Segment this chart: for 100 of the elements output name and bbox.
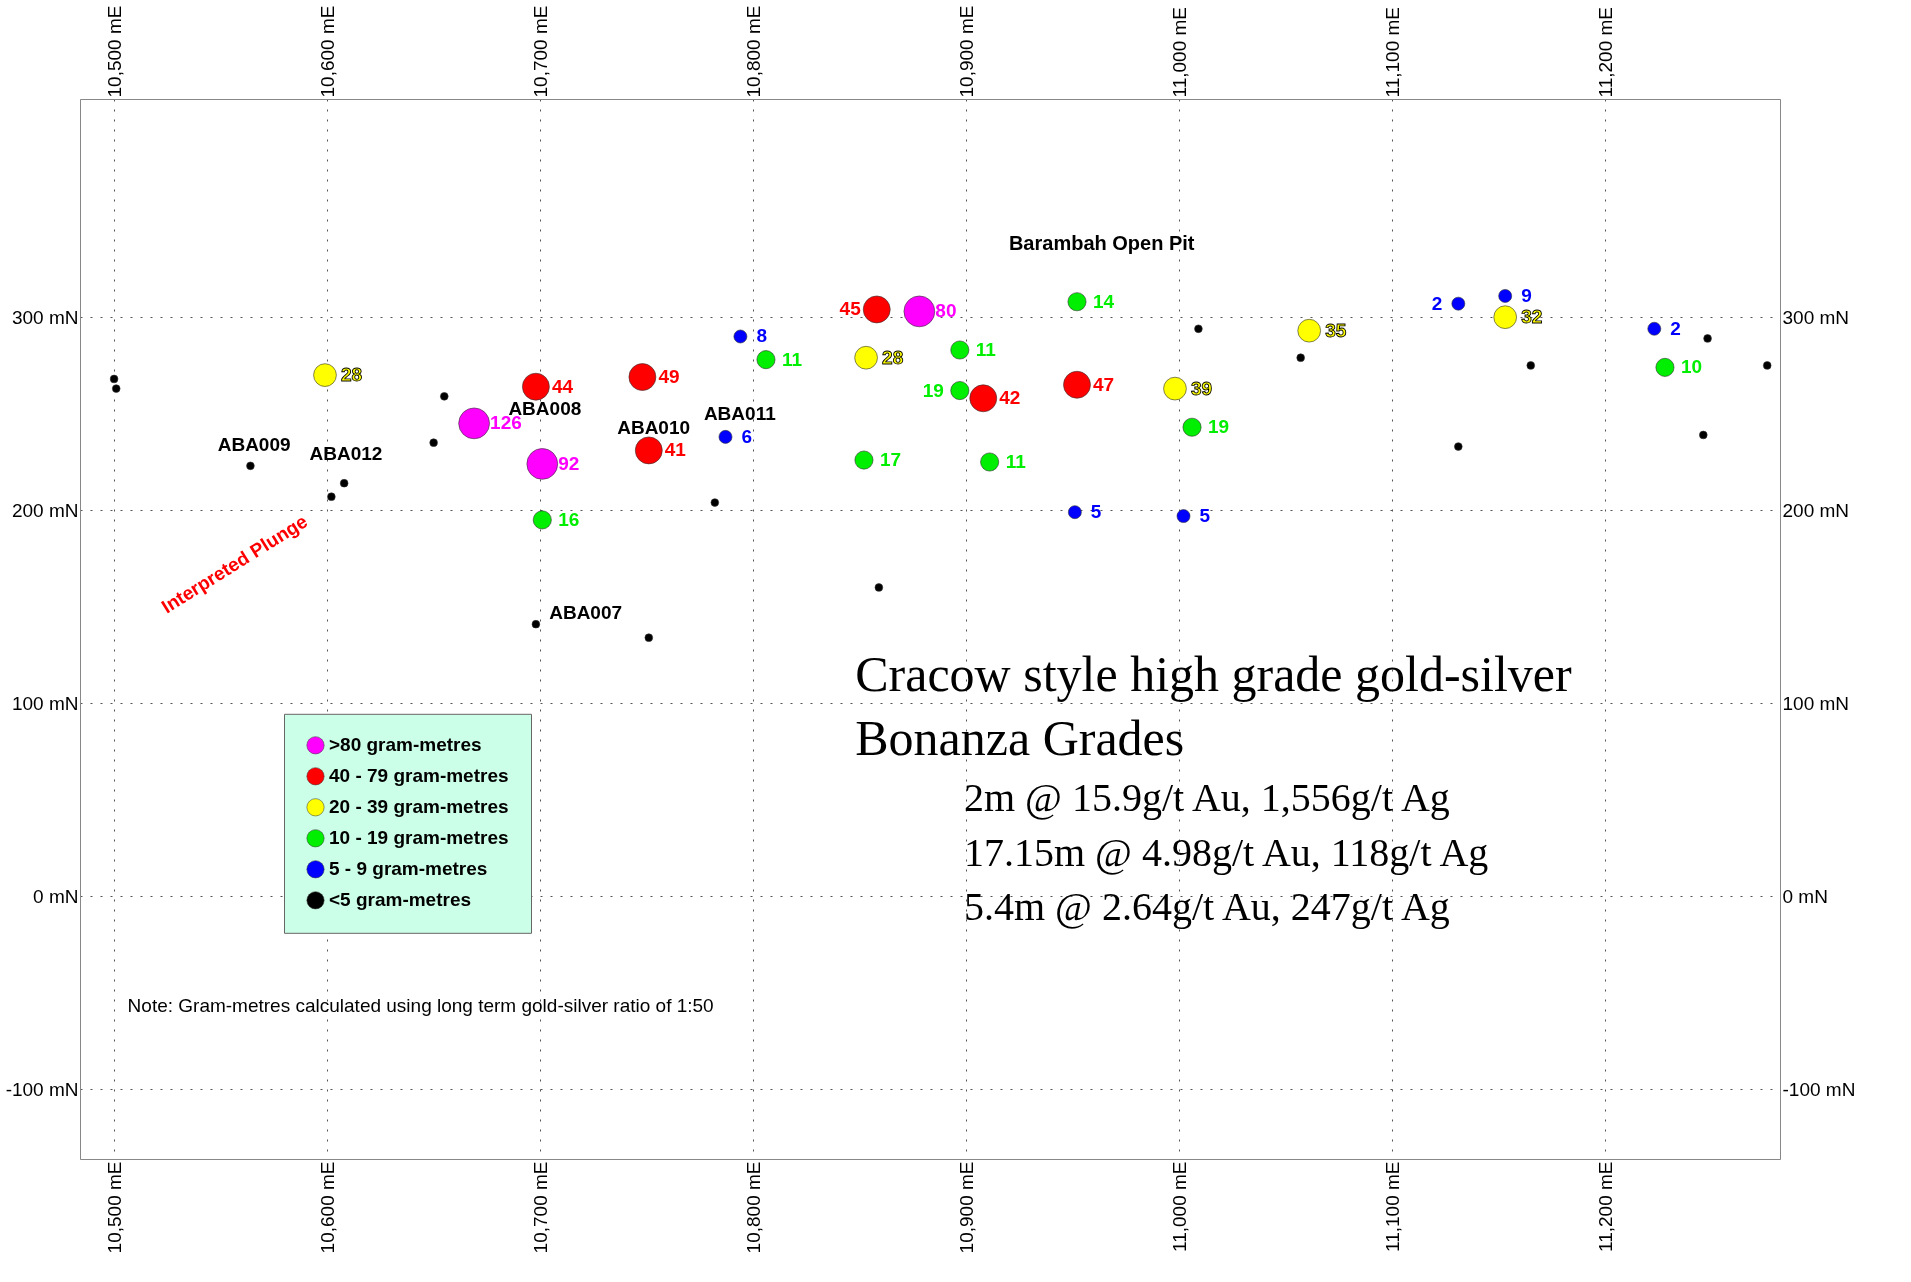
point xyxy=(112,384,121,393)
annotation: 2 xyxy=(1670,317,1681,339)
annotation: 80 xyxy=(935,300,957,322)
x2-tick-label: 10,700 mE xyxy=(529,1161,551,1254)
annotation: 5 xyxy=(1090,501,1102,523)
legend-label: 40 - 79 gram-metres xyxy=(329,765,509,787)
annotation: 17.15m @ 4.98g/t Au, 118g/t Ag xyxy=(964,829,1489,875)
y-tick-label: 300 mN xyxy=(11,306,79,328)
y-tick-label: 100 mN xyxy=(11,692,79,714)
legend-label: 20 - 39 gram-metres xyxy=(329,796,509,818)
annotation: 17 xyxy=(879,449,902,471)
x-tick-label: 10,500 mE xyxy=(103,5,125,98)
point xyxy=(1526,361,1535,370)
legend-label: 5 - 9 gram-metres xyxy=(329,858,488,880)
point xyxy=(854,450,874,470)
point xyxy=(327,492,336,501)
point xyxy=(628,363,657,391)
annotation: 42 xyxy=(999,387,1021,409)
annotation: 49 xyxy=(658,366,680,388)
point xyxy=(950,340,970,360)
point xyxy=(756,350,776,370)
point xyxy=(1176,509,1191,523)
legend-label: 10 - 19 gram-metres xyxy=(329,827,509,849)
annotation: 2 xyxy=(1431,292,1443,314)
y-tick-label: 0 mN xyxy=(33,885,79,907)
point xyxy=(1763,361,1772,370)
x-tick-label: 10,700 mE xyxy=(529,5,551,98)
annotation: 45 xyxy=(839,298,862,320)
y2-tick-label: 300 mN xyxy=(1782,306,1850,328)
x-tick-label: 10,600 mE xyxy=(316,5,338,98)
annotation: Note: Gram-metres calculated using long term gold-silver ratio of 1:50 xyxy=(127,995,714,1017)
annotation: 9 xyxy=(1521,284,1532,306)
y2-tick-label: 100 mN xyxy=(1782,692,1850,714)
x-tick-label: 11,000 mE xyxy=(1168,7,1190,98)
point xyxy=(733,329,748,344)
annotation: 19 xyxy=(1208,416,1230,438)
point xyxy=(339,479,349,488)
annotation: 10 xyxy=(1680,356,1703,378)
x-tick-label: 11,200 mE xyxy=(1594,7,1616,98)
annotation: 19 xyxy=(922,379,944,401)
annotation: ABA010 xyxy=(617,416,691,438)
annotation: 44 xyxy=(551,375,574,397)
annotation: 6 xyxy=(741,425,753,447)
point xyxy=(1296,353,1305,362)
annotation: 5 xyxy=(1199,505,1211,527)
point xyxy=(980,452,1000,472)
point xyxy=(532,510,552,530)
point xyxy=(1699,430,1708,440)
annotation: 14 xyxy=(1092,290,1115,312)
annotation: 39 xyxy=(1190,377,1213,399)
legend-label: <5 gram-metres xyxy=(329,889,472,911)
point xyxy=(440,392,449,401)
point xyxy=(874,583,884,592)
point xyxy=(854,346,878,370)
x2-tick-label: 10,500 mE xyxy=(103,1161,125,1254)
point xyxy=(1297,319,1321,343)
x2-tick-label: 10,800 mE xyxy=(742,1161,764,1254)
point xyxy=(969,384,998,413)
point xyxy=(1068,505,1082,519)
point xyxy=(1703,334,1712,343)
x2-tick-label: 11,000 mE xyxy=(1168,1161,1190,1252)
point xyxy=(710,498,720,507)
point xyxy=(644,633,653,642)
annotation: 8 xyxy=(756,325,767,347)
point xyxy=(1655,358,1675,377)
annotation: 2m @ 15.9g/t Au, 1,556g/t Ag xyxy=(964,774,1450,820)
x2-tick-label: 11,200 mE xyxy=(1594,1161,1616,1252)
point xyxy=(950,381,970,400)
point xyxy=(531,620,541,629)
point xyxy=(313,363,337,387)
annotation: 32 xyxy=(1521,306,1543,328)
point xyxy=(1063,371,1091,399)
x2-tick-label: 10,900 mE xyxy=(955,1161,977,1254)
y-tick-label: 200 mN xyxy=(11,499,79,521)
annotation: ABA011 xyxy=(703,402,777,424)
annotation: Cracow style high grade gold-silver xyxy=(855,645,1573,702)
point xyxy=(1498,289,1513,303)
annotation: Barambah Open Pit xyxy=(1008,232,1195,255)
annotation: 11 xyxy=(781,348,803,370)
x-tick-label: 10,800 mE xyxy=(742,5,764,98)
point xyxy=(1493,305,1517,329)
annotation: ABA007 xyxy=(549,602,623,624)
point xyxy=(429,438,438,447)
annotation: 35 xyxy=(1325,319,1347,341)
annotation: 28 xyxy=(882,346,904,368)
annotation: 11 xyxy=(1005,450,1027,472)
annotation: 92 xyxy=(558,452,580,474)
point xyxy=(458,407,490,440)
point xyxy=(522,372,550,401)
y2-tick-label: -100 mN xyxy=(1782,1078,1856,1100)
annotation: 16 xyxy=(558,508,580,530)
x2-tick-label: 11,100 mE xyxy=(1381,1161,1403,1252)
annotation: ABA009 xyxy=(217,433,291,455)
point xyxy=(1182,417,1202,437)
x-tick-label: 10,900 mE xyxy=(955,5,977,98)
annotation: 11 xyxy=(975,339,997,360)
y2-tick-label: 0 mN xyxy=(1782,885,1828,907)
point xyxy=(109,374,119,384)
annotation: 47 xyxy=(1092,373,1115,395)
y-tick-label: -100 mN xyxy=(5,1078,79,1100)
